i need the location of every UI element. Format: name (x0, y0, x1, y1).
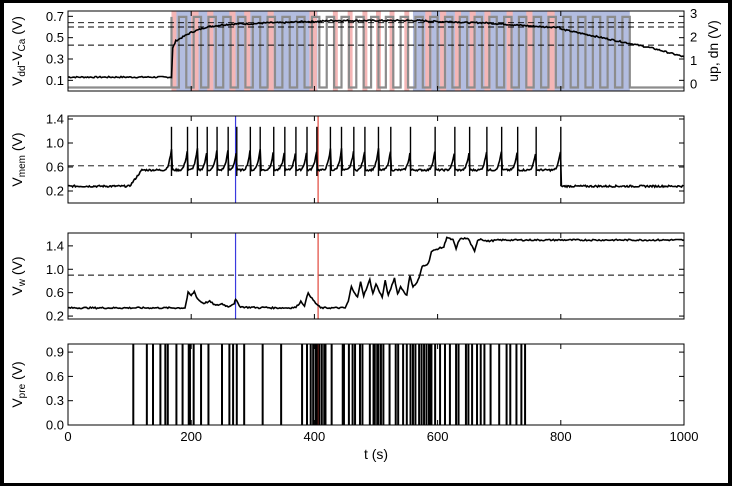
y-tick-label: 1.4 (46, 238, 64, 253)
up-dn-trace (68, 15, 684, 89)
right-y-axis-label: up, dn (V) (705, 20, 721, 81)
plot-area-1 (68, 11, 684, 91)
panel-2: 0.2 0.6 1.0 1.4 Vmem (V) (9, 112, 685, 204)
y-tick-label: 0.3 (46, 393, 64, 408)
y-tick-label: 0.6 (46, 369, 64, 384)
up-band (526, 11, 533, 91)
y-axis-label-part: (V) (9, 132, 25, 155)
y-axis-label-part: (V) (9, 256, 25, 279)
up-band (362, 11, 368, 91)
up-band (191, 11, 199, 91)
right-y-tick-label: 1 (690, 53, 697, 68)
y-axis-label-part: mem (17, 155, 28, 177)
y-axis-label-part: V (9, 398, 25, 408)
y-axis-label-part: V (9, 76, 25, 86)
panel-3: 0.2 0.6 1.0 1.4 Vw (V) (9, 232, 685, 324)
y-tick-label: 1.0 (46, 262, 64, 277)
y-axis-label-part: Ca (17, 38, 28, 51)
up-band (171, 11, 177, 91)
up-band (207, 11, 214, 91)
x-tick-label: 200 (180, 429, 202, 444)
y-tick-label: 1.4 (46, 112, 64, 127)
plot-area-2 (68, 116, 684, 203)
right-y-tick-label: 0 (690, 76, 697, 91)
x-tick-label: 800 (550, 429, 572, 444)
up-band (309, 11, 317, 91)
plot-frame (67, 232, 685, 320)
right-y-tick-label: 3 (690, 6, 697, 21)
up-band (440, 11, 447, 91)
up-band (484, 11, 491, 91)
plot-area-3 (68, 233, 684, 319)
plot-area-4 (132, 344, 527, 425)
right-y-tick-label: 2 (690, 29, 697, 44)
plot-frame (67, 115, 685, 204)
data-series-line (68, 236, 684, 310)
y-tick-label: 0.7 (46, 9, 64, 24)
membrane-trace (68, 148, 684, 189)
y-tick-label: 0.6 (46, 285, 64, 300)
up-band (506, 11, 513, 91)
figure-canvas: 0.1 0.3 0.5 0.7 0 1 2 3 up, dn (V) Vdd-VCa (V) 0.2… (4, 3, 728, 483)
x-tick-label: 1000 (670, 429, 699, 444)
x-tick-label: 0 (64, 429, 71, 444)
y-tick-label: 1.0 (46, 136, 64, 151)
y-axis-label-part: w (17, 278, 28, 287)
y-axis-label: Vmem (V) (9, 132, 28, 186)
x-axis-label: t (s) (364, 446, 388, 462)
y-axis-label-part: V (9, 177, 25, 187)
y-axis-label-part: (V) (9, 361, 25, 384)
up-band (425, 11, 432, 91)
up-band (244, 11, 251, 91)
y-axis-label-part: (V) (9, 16, 25, 39)
panel-1: 0.1 0.3 0.5 0.7 0 1 2 3 up, dn (V) Vdd-VCa (V) (9, 6, 721, 92)
y-tick-label: 0.5 (46, 30, 64, 45)
y-tick-label: 0.6 (46, 160, 64, 175)
y-tick-label: 0.2 (46, 309, 64, 324)
y-tick-label: 0.9 (46, 345, 64, 360)
up-band (454, 11, 462, 91)
y-axis-label: Vw (V) (9, 256, 28, 295)
up-band (469, 11, 476, 91)
up-band (347, 11, 353, 91)
plot-frame (67, 343, 685, 426)
y-axis-label-part: dd (17, 65, 28, 76)
up-band (229, 11, 236, 91)
y-tick-label: 0.3 (46, 52, 64, 67)
y-tick-label: 0.1 (46, 73, 64, 88)
x-tick-label: 600 (427, 429, 449, 444)
y-axis-label: Vpre (V) (9, 361, 28, 407)
up-band (547, 11, 555, 91)
y-axis-label-part: pre (17, 383, 28, 398)
y-axis-label-part: V (9, 286, 25, 296)
up-band (389, 11, 395, 91)
y-tick-label: 0.2 (46, 184, 64, 199)
x-tick-label: 400 (304, 429, 326, 444)
up-band (404, 11, 410, 91)
plot-frame (67, 10, 685, 92)
y-tick-label: 0.0 (46, 418, 64, 433)
up-band (267, 11, 274, 91)
up-band (332, 11, 338, 91)
y-axis-label: Vdd-VCa (V) (9, 16, 28, 86)
panel-4: 0.0 0.3 0.6 0.9 Vpre (V) 0 200 400 600 800 1000 t (… (9, 343, 699, 462)
y-axis-label-part: -V (9, 51, 25, 66)
data-series-line (68, 18, 684, 79)
